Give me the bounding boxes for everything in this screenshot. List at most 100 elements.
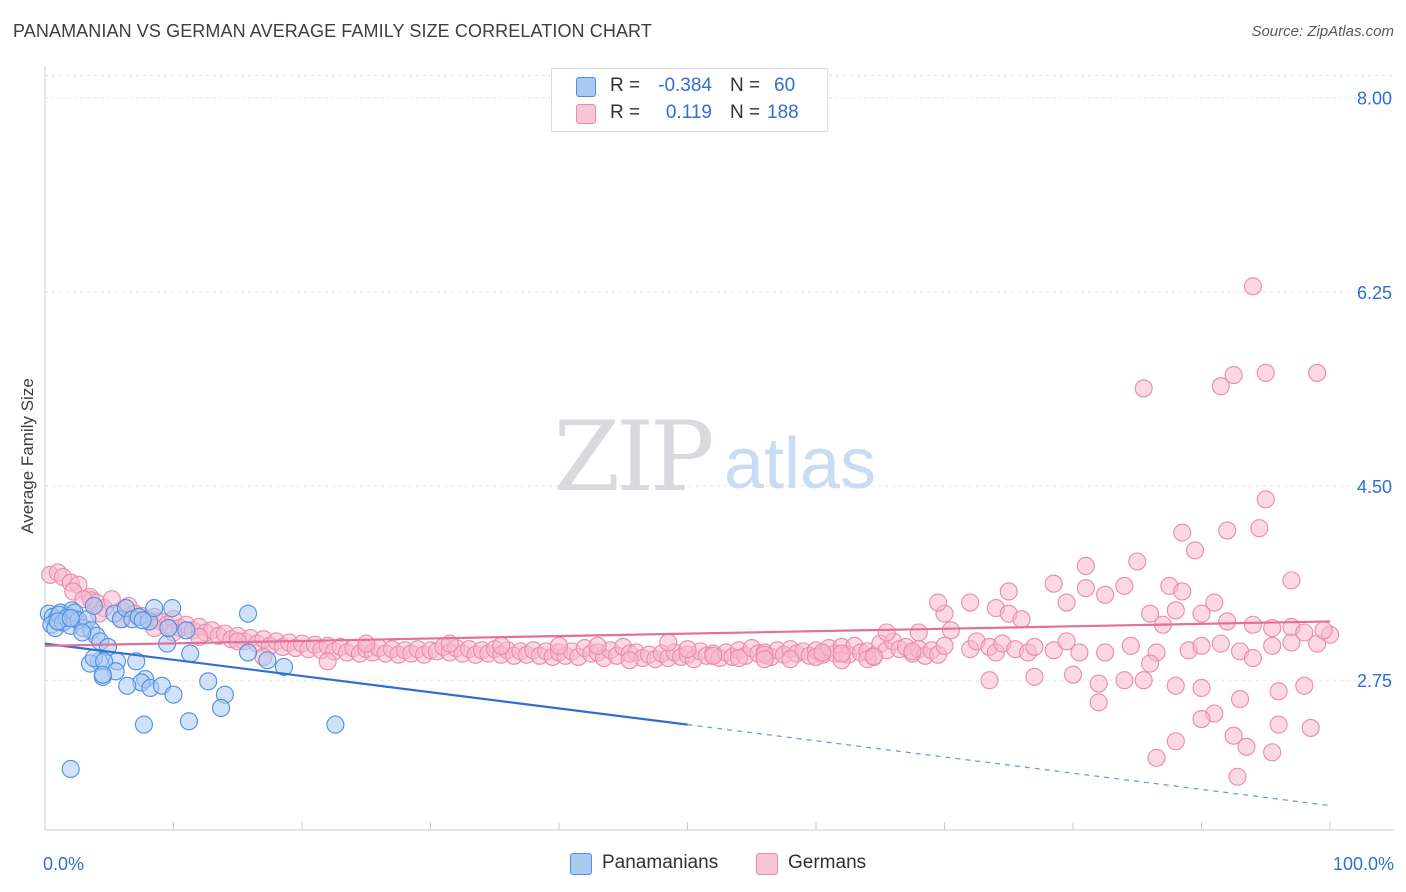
german-point (877, 623, 896, 642)
panamanian-point (84, 596, 103, 615)
watermark: ZIP atlas (553, 401, 876, 513)
panamanian-point (159, 619, 178, 638)
german-point (1044, 641, 1063, 660)
german-point (1263, 619, 1282, 638)
germans-swatch (576, 104, 596, 124)
legend-row-germans: R = 0.119 N = 188 (552, 100, 827, 128)
german-point (1256, 363, 1275, 382)
n-label: N = (730, 75, 761, 96)
watermark-zip: ZIP (553, 401, 712, 513)
panamanian-point (163, 599, 182, 618)
germans-trend-line (44, 620, 1331, 647)
german-point (1314, 621, 1333, 640)
german-point (935, 636, 954, 655)
german-point (1025, 637, 1044, 656)
german-point (1237, 737, 1256, 756)
y-tick-label: 6.25 (1357, 283, 1392, 303)
german-point (1211, 634, 1230, 653)
german-point (1263, 743, 1282, 762)
german-point (1057, 632, 1076, 651)
panamanian-point (258, 651, 277, 670)
german-point (1263, 636, 1282, 655)
trend-lines (44, 620, 1331, 807)
panamanian-point (118, 676, 137, 695)
german-point (1134, 671, 1153, 690)
series-legend-germans: Germans (756, 852, 886, 876)
german-point (1076, 556, 1095, 575)
german-point (1070, 643, 1089, 662)
german-point (1134, 379, 1153, 398)
german-point (1128, 552, 1147, 571)
chart-title: PANAMANIAN VS GERMAN AVERAGE FAMILY SIZE… (13, 21, 652, 41)
panamanian-point (274, 657, 294, 676)
german-point (1282, 571, 1301, 590)
german-point (941, 621, 960, 640)
legend-row-panamanians: R = -0.384 N = 60 (552, 73, 827, 101)
german-point (1173, 523, 1192, 542)
r-label: R = (610, 102, 641, 123)
n-value: 60 (774, 75, 796, 96)
german-point (1025, 667, 1044, 686)
r-label: R = (610, 75, 641, 96)
german-point (1141, 604, 1160, 623)
german-point (1224, 366, 1243, 385)
german-point (909, 623, 928, 642)
r-value: -0.384 (658, 75, 712, 96)
german-point (1076, 579, 1095, 598)
german-point (1243, 648, 1262, 668)
german-point (678, 640, 697, 659)
german-point (1250, 519, 1269, 538)
german-point (1166, 676, 1185, 695)
german-point (1269, 682, 1288, 701)
n-value: 188 (767, 102, 799, 123)
panamanian-point (238, 643, 258, 662)
panamanian-point (134, 715, 153, 734)
german-point (1012, 610, 1031, 629)
gridlines (45, 75, 1394, 681)
german-point (1063, 665, 1083, 684)
german-point (1096, 643, 1115, 662)
german-point (588, 636, 607, 655)
german-point (1269, 715, 1288, 734)
german-point (1228, 767, 1247, 786)
x-tick-label: 100.0% (1333, 854, 1394, 874)
german-point (1166, 732, 1185, 751)
panamanian-point (61, 609, 80, 628)
german-point (1192, 604, 1211, 623)
german-point (1141, 654, 1160, 673)
german-point (704, 646, 723, 665)
panamanian-point (93, 665, 112, 684)
r-value: 0.119 (665, 102, 712, 123)
german-point (1192, 678, 1211, 698)
german-point (318, 652, 337, 671)
german-point (1044, 574, 1063, 593)
panamanian-point (127, 652, 146, 671)
panamanian-point (145, 599, 164, 618)
tick-labels: 8.00 6.25 4.50 2.75 0.0% 100.0% (43, 89, 1394, 874)
german-point (999, 582, 1018, 601)
german-point (1115, 671, 1134, 690)
panamanian-point (238, 604, 258, 623)
german-point (357, 634, 376, 653)
panamanian-point (199, 672, 218, 691)
german-point (1173, 582, 1192, 601)
stats-legend: R = -0.384 N = 60 R = 0.119 N = 188 (551, 68, 828, 132)
panamanians-trend-extension (687, 723, 1331, 807)
german-point (1121, 636, 1140, 655)
panamanians-legend-label: Panamanians (602, 852, 719, 873)
source-label: Source: ZipAtlas.com (1251, 23, 1394, 40)
panamanian-point (177, 621, 196, 640)
germans-legend-label: Germans (788, 852, 867, 873)
panamanians-points (39, 596, 345, 779)
german-point (961, 593, 980, 612)
german-point (549, 636, 569, 655)
german-point (1115, 576, 1134, 595)
german-point (1057, 593, 1076, 612)
german-point (1096, 585, 1115, 604)
panamanians-legend-swatch (570, 853, 592, 875)
x-tick-label: 0.0% (43, 854, 84, 874)
german-point (929, 593, 948, 612)
german-point (1089, 674, 1108, 693)
german-point (832, 644, 851, 663)
